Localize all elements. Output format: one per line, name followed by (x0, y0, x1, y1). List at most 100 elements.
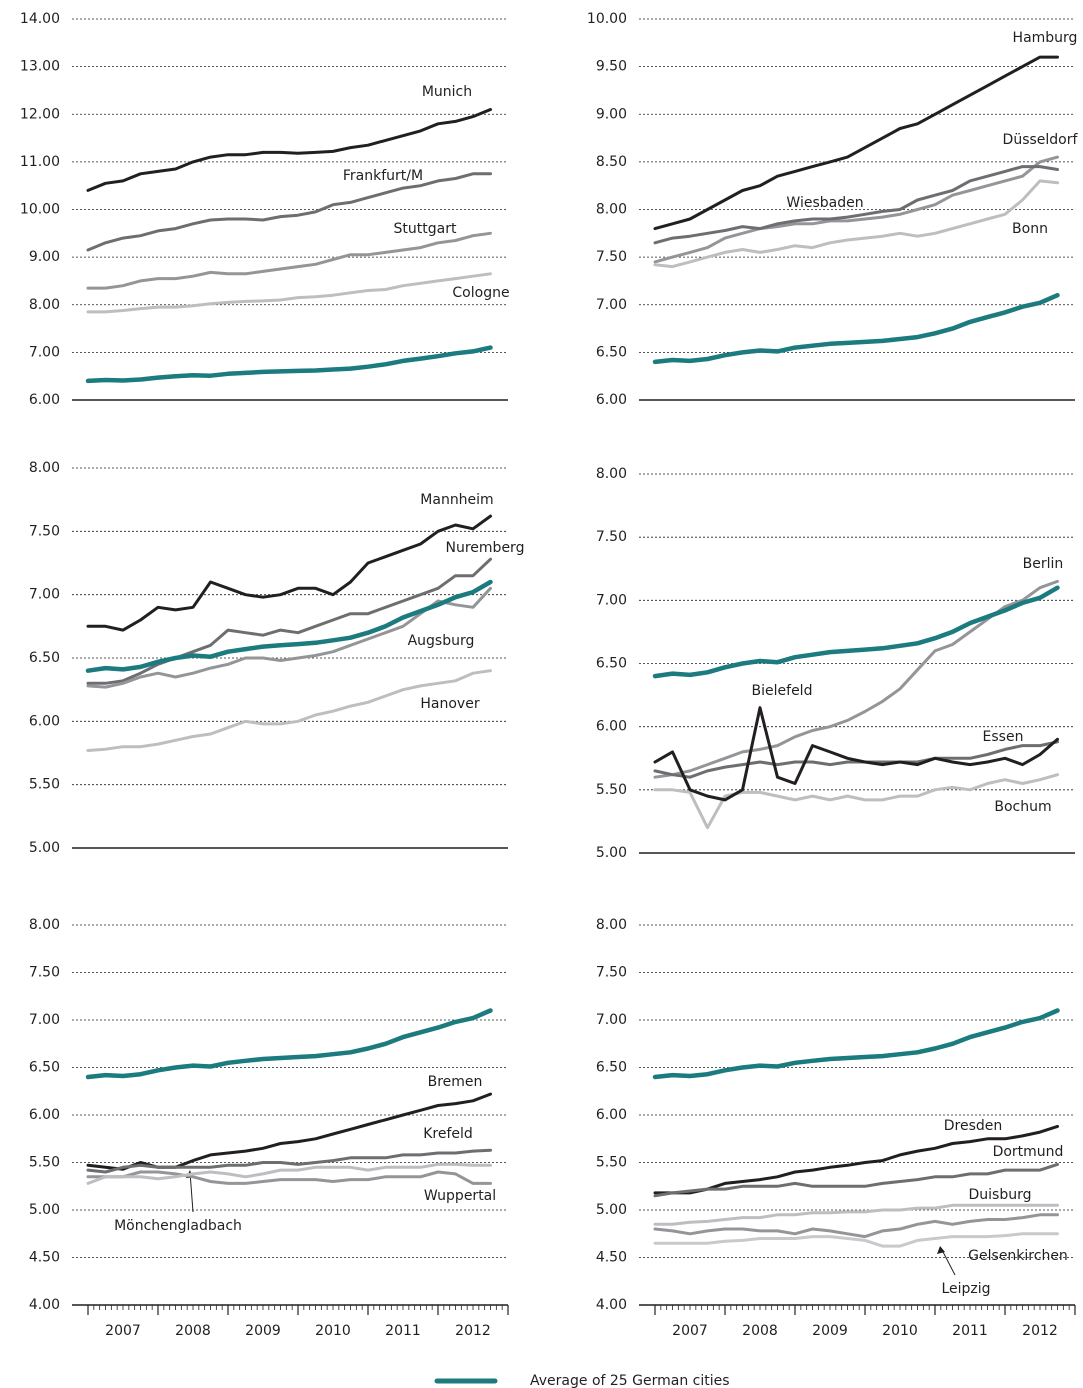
city-line (86, 669, 492, 752)
city-line (653, 55, 1059, 231)
y-tick-label: 6.50 (596, 656, 627, 672)
average-line (652, 292, 1060, 365)
y-tick-label: 9.00 (29, 249, 60, 265)
y-tick-label: 5.00 (596, 845, 627, 861)
city-line (653, 1203, 1059, 1226)
average-line (85, 1008, 493, 1080)
city-line (653, 179, 1059, 269)
y-tick-label: 7.00 (596, 592, 627, 608)
y-tick-label: 14.00 (20, 11, 60, 27)
city-line (653, 155, 1059, 264)
series-label: Krefeld (423, 1126, 473, 1142)
x-tick-label: 2010 (882, 1323, 918, 1339)
y-tick-label: 8.50 (596, 154, 627, 170)
y-tick-label: 8.00 (29, 460, 60, 476)
series-label: Mannheim (420, 492, 493, 508)
y-tick-label: 6.50 (596, 344, 627, 360)
x-tick-label: 2009 (812, 1323, 848, 1339)
series-label: Bielefeld (752, 683, 813, 699)
y-tick-label: 5.00 (29, 840, 60, 856)
city-line (653, 1124, 1059, 1195)
y-tick-label: 7.50 (596, 249, 627, 265)
city-line (86, 108, 492, 192)
y-tick-label: 8.00 (29, 917, 60, 933)
y-tick-label: 12.00 (20, 106, 60, 122)
series-label: Stuttgart (394, 221, 457, 237)
y-tick-label: 6.00 (29, 392, 60, 408)
city-line (653, 706, 1059, 802)
y-tick-label: 7.50 (596, 965, 627, 981)
y-tick-label: 5.00 (596, 1202, 627, 1218)
series-label: Hamburg (1013, 30, 1078, 46)
y-tick-label: 5.50 (29, 1155, 60, 1171)
y-tick-label: 4.00 (29, 1297, 60, 1313)
y-tick-label: 10.00 (587, 11, 627, 27)
x-tick-label: 2011 (385, 1323, 421, 1339)
series-label: Augsburg (408, 633, 475, 649)
series-label: Gelsenkirchen (968, 1248, 1068, 1264)
y-tick-label: 6.00 (596, 392, 627, 408)
average-line (85, 579, 493, 673)
city-line (86, 514, 492, 632)
city-line (86, 231, 492, 290)
annotation-arrow (940, 1247, 956, 1276)
city-line (653, 1213, 1059, 1239)
y-tick-label: 9.00 (596, 106, 627, 122)
y-tick-label: 6.50 (29, 650, 60, 666)
series-label: Berlin (1023, 556, 1064, 572)
city-line (653, 579, 1059, 779)
series-label: Nuremberg (446, 540, 525, 556)
series-label: Dortmund (993, 1144, 1064, 1160)
y-tick-label: 8.00 (596, 202, 627, 218)
y-tick-label: 13.00 (20, 59, 60, 75)
city-line (86, 1162, 492, 1185)
average-line (652, 1008, 1060, 1080)
y-tick-label: 5.00 (29, 1202, 60, 1218)
series-label: Bochum (994, 799, 1051, 815)
y-tick-label: 6.50 (596, 1060, 627, 1076)
y-tick-label: 4.50 (29, 1250, 60, 1266)
city-line (86, 272, 492, 314)
y-tick-label: 7.00 (29, 1012, 60, 1028)
y-tick-label: 6.00 (29, 713, 60, 729)
y-tick-label: 8.00 (596, 466, 627, 482)
x-tick-label: 2010 (315, 1323, 351, 1339)
y-tick-label: 6.00 (596, 1107, 627, 1123)
y-tick-label: 11.00 (20, 154, 60, 170)
city-line (653, 165, 1059, 245)
city-line (653, 740, 1059, 779)
city-line (653, 1162, 1059, 1198)
city-line (86, 1148, 492, 1174)
series-label: Wiesbaden (786, 195, 863, 211)
series-label: Dresden (944, 1118, 1003, 1134)
series-label: Mönchengladbach (114, 1218, 242, 1234)
city-line (86, 1170, 492, 1185)
y-tick-label: 7.00 (29, 587, 60, 603)
x-tick-label: 2011 (952, 1323, 988, 1339)
y-tick-label: 4.50 (596, 1250, 627, 1266)
y-tick-label: 9.50 (596, 59, 627, 75)
x-tick-label: 2009 (245, 1323, 281, 1339)
arrow-head (937, 1246, 945, 1254)
city-line (653, 773, 1059, 830)
series-label: Bonn (1012, 221, 1048, 237)
y-tick-label: 7.00 (596, 1012, 627, 1028)
series-label: Leipzig (941, 1281, 990, 1297)
x-tick-label: 2007 (105, 1323, 141, 1339)
x-tick-label: 2007 (672, 1323, 708, 1339)
y-tick-label: 7.50 (29, 523, 60, 539)
series-label: Wuppertal (424, 1188, 496, 1204)
city-line (653, 1232, 1059, 1248)
x-tick-label: 2008 (742, 1323, 778, 1339)
annotation-arrow (189, 1171, 194, 1213)
series-label: Frankfurt/M (343, 168, 423, 184)
y-tick-label: 6.00 (29, 1107, 60, 1123)
y-tick-label: 7.50 (29, 965, 60, 981)
average-line (652, 585, 1060, 679)
y-tick-label: 7.00 (29, 344, 60, 360)
series-label: Essen (983, 729, 1024, 745)
series-label: Duisburg (969, 1187, 1032, 1203)
y-tick-label: 7.50 (596, 529, 627, 545)
y-tick-label: 5.50 (596, 1155, 627, 1171)
